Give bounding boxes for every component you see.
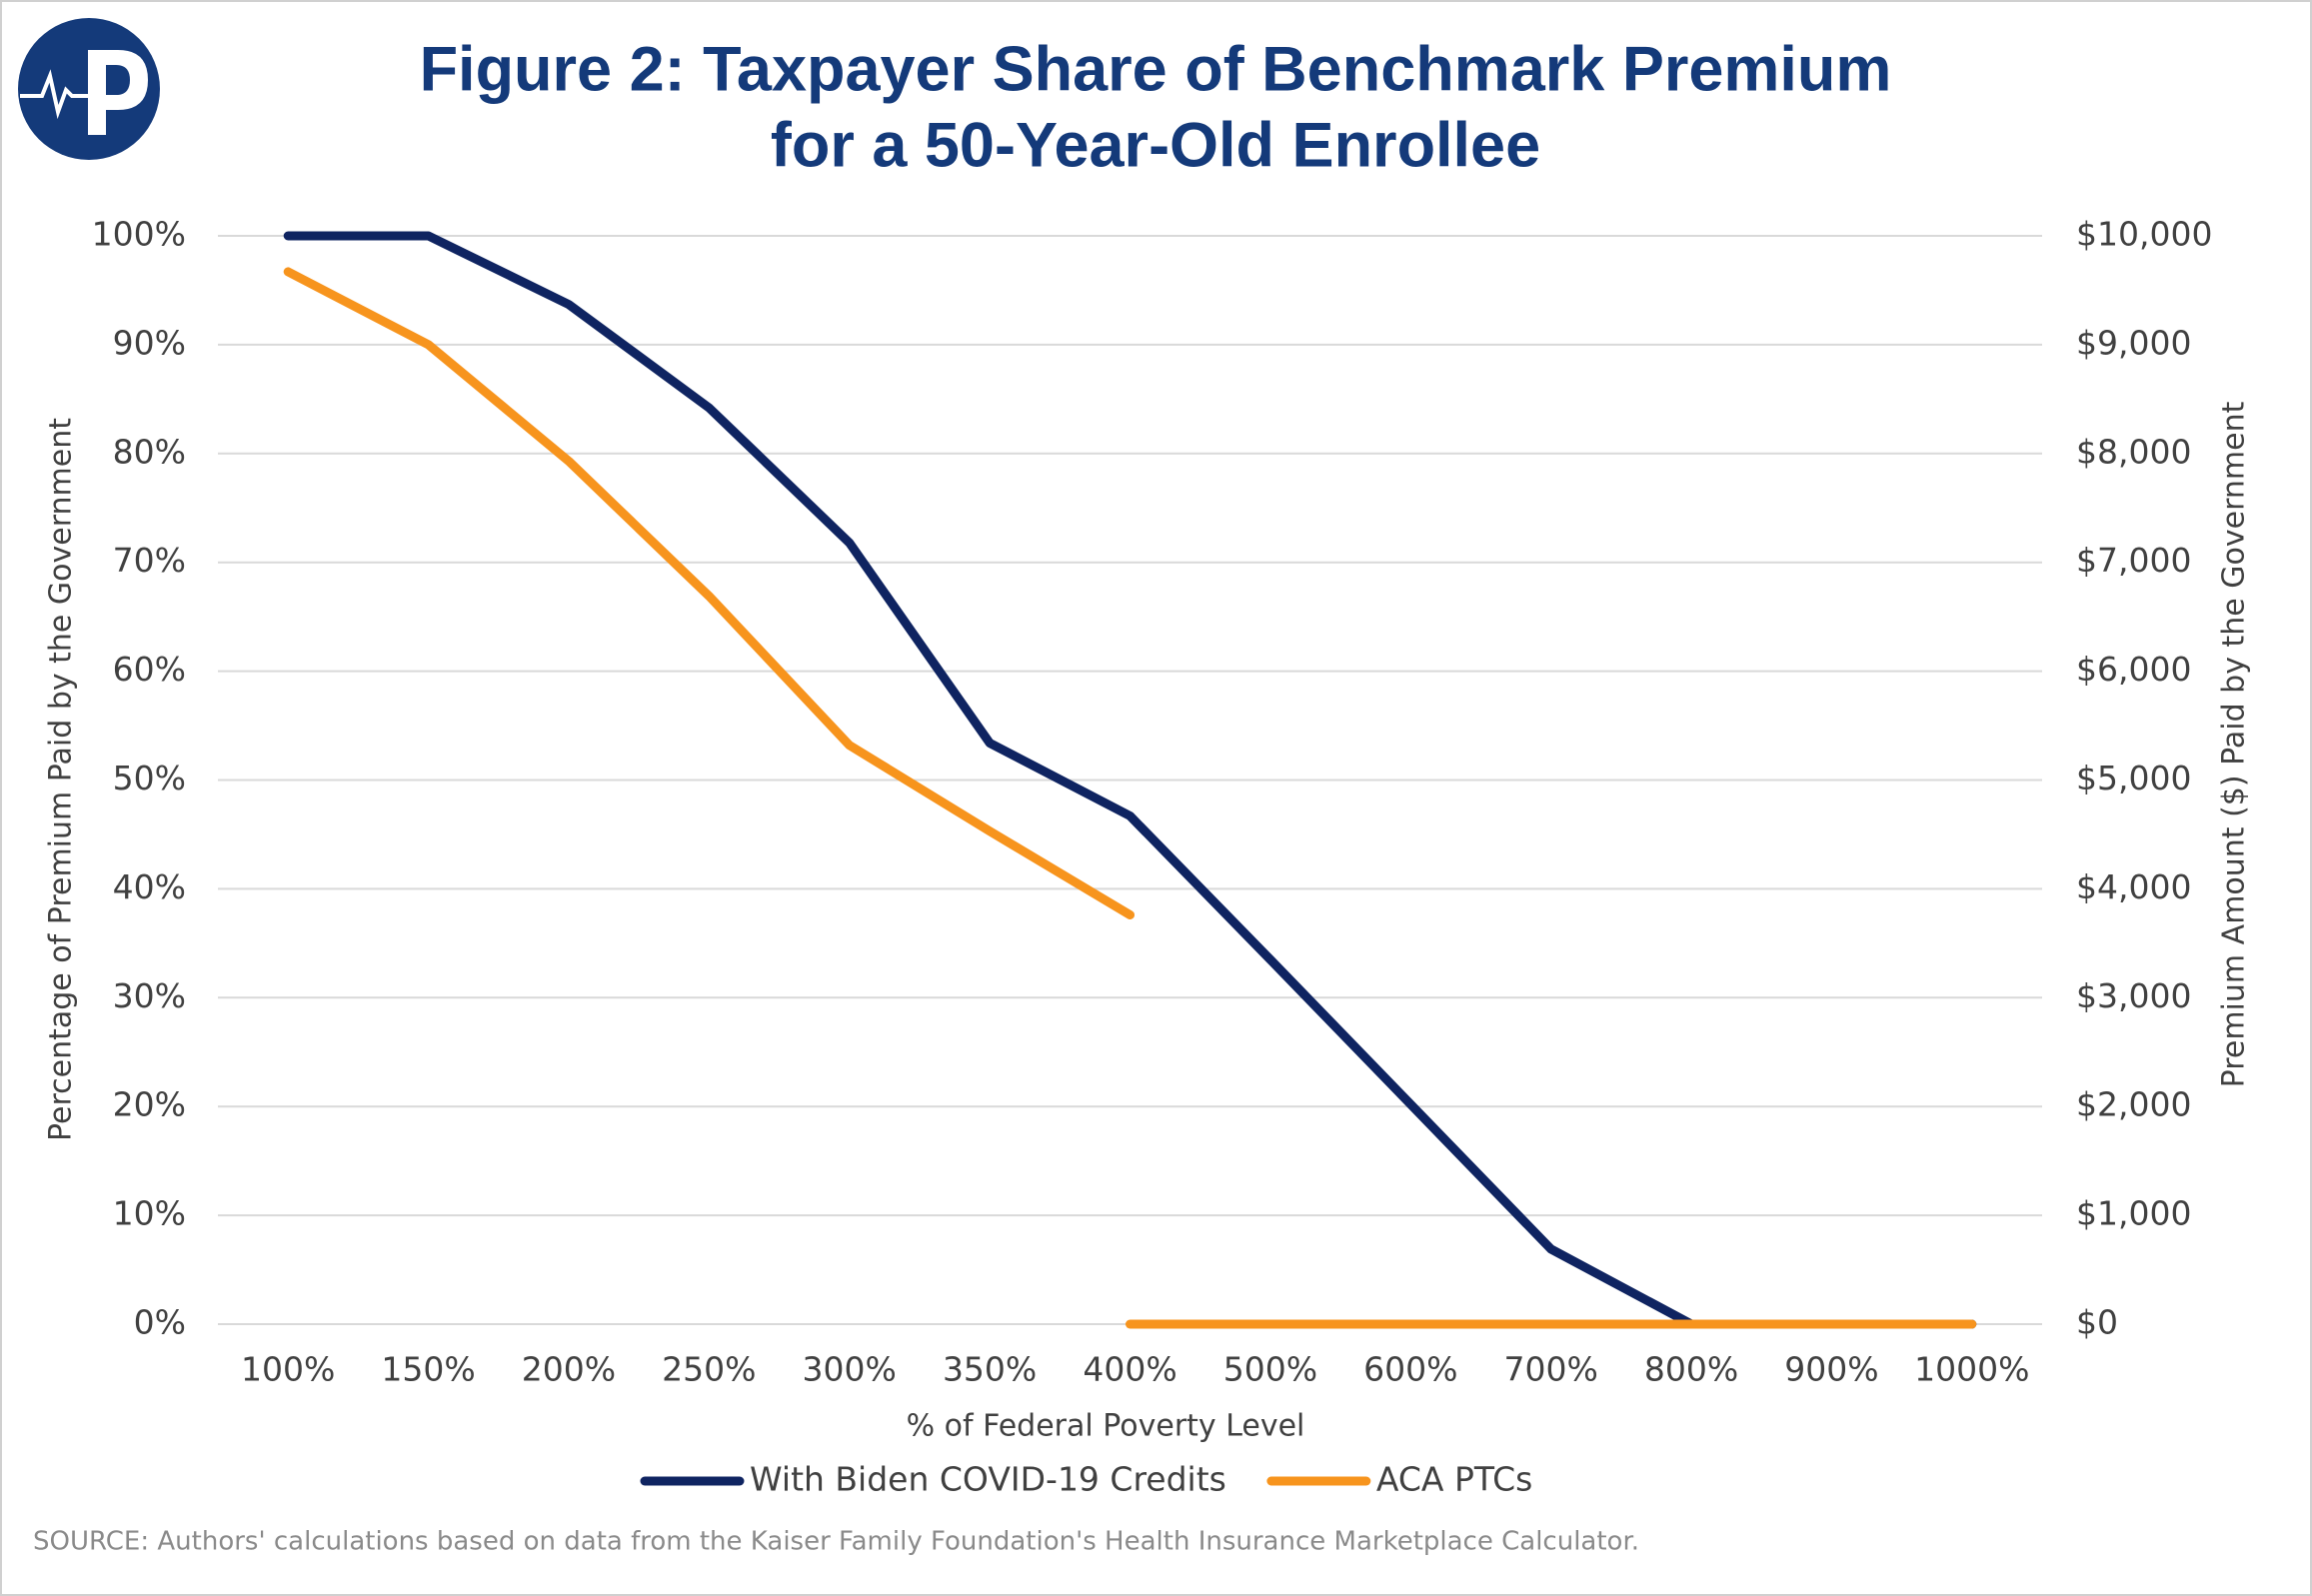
y2-tick-label: $7,000 [2076,541,2191,580]
logo [18,18,160,160]
x-tick-label: 200% [522,1350,616,1389]
y2-tick-label: $2,000 [2076,1085,2191,1124]
source-note: SOURCE: Authors' calculations based on d… [33,1527,1639,1557]
legend-label: ACA PTCs [1376,1460,1532,1499]
y2-tick-label: $1,000 [2076,1194,2191,1233]
x-tick-label: 150% [381,1350,475,1389]
x-tick-label: 500% [1223,1350,1317,1389]
x-tick-label: 900% [1784,1350,1878,1389]
y2-tick-label: $5,000 [2076,759,2191,798]
x-tick-label: 100% [241,1350,335,1389]
x-tick-label: 700% [1503,1350,1597,1389]
y-tick-label: 80% [113,432,186,471]
y2-tick-label: $6,000 [2076,650,2191,689]
y2-tick-label: $3,000 [2076,976,2191,1015]
y-tick-label: 90% [113,323,186,362]
y2-tick-label: $0 [2076,1303,2118,1342]
legend-label: With Biden COVID-19 Credits [750,1460,1226,1499]
y-tick-label: 70% [113,541,186,580]
x-tick-label: 300% [803,1350,897,1389]
y2-tick-label: $8,000 [2076,432,2191,471]
x-tick-label: 350% [943,1350,1037,1389]
x-axis-title: % of Federal Poverty Level [907,1409,1305,1444]
y2-axis-title: Premium Amount ($) Paid by the Governmen… [2217,401,2252,1087]
y-tick-label: 0% [134,1303,186,1342]
chart-title: Figure 2: Taxpayer Share of Benchmark Pr… [420,35,1892,105]
y-tick-label: 10% [113,1194,186,1233]
y2-tick-label: $10,000 [2076,215,2212,254]
x-tick-label: 400% [1083,1350,1176,1389]
y-tick-label: 20% [113,1085,186,1124]
x-tick-label: 800% [1644,1350,1738,1389]
x-tick-label: 250% [662,1350,756,1389]
y-tick-label: 60% [113,650,186,689]
y2-tick-label: $9,000 [2076,323,2191,362]
series-line [283,267,1135,920]
y-tick-label: 50% [113,759,186,798]
chart-title: for a 50-Year-Old Enrollee [771,111,1540,181]
x-tick-label: 600% [1363,1350,1457,1389]
y-tick-label: 100% [92,215,186,254]
x-tick-label: 1000% [1914,1350,2029,1389]
y2-tick-label: $4,000 [2076,867,2191,906]
y-axis-title: Percentage of Premium Paid by the Govern… [44,418,79,1141]
y-tick-label: 40% [113,867,186,906]
y-tick-label: 30% [113,976,186,1015]
